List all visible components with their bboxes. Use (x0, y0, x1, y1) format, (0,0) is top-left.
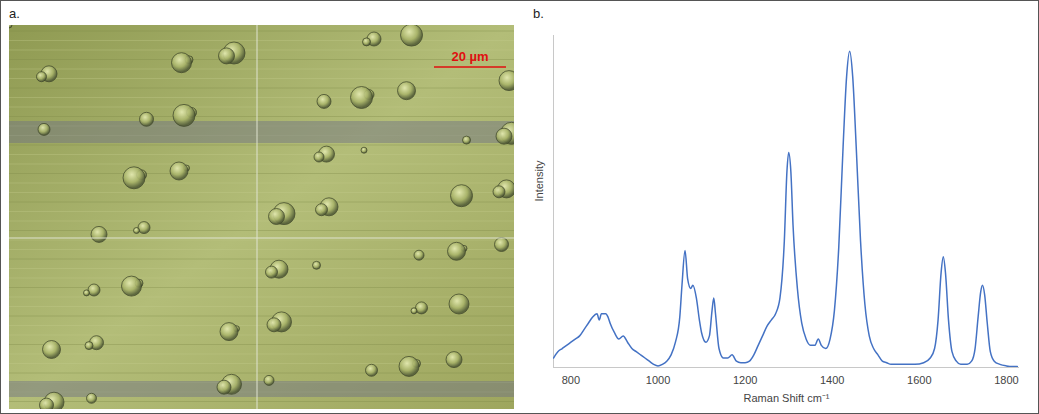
svg-text:20 µm: 20 µm (451, 49, 488, 64)
svg-text:1600: 1600 (907, 374, 931, 386)
svg-text:1200: 1200 (733, 374, 757, 386)
html-text:a.: a. (9, 6, 20, 21)
svg-text:Raman Shift cm⁻¹: Raman Shift cm⁻¹ (744, 392, 830, 404)
svg-text:Intensity: Intensity (533, 160, 545, 201)
svg-text:1400: 1400 (820, 374, 844, 386)
svg-text:1000: 1000 (646, 374, 670, 386)
svg-text:800: 800 (562, 374, 580, 386)
svg-text:1800: 1800 (994, 374, 1018, 386)
html-text:b.: b. (533, 6, 544, 21)
